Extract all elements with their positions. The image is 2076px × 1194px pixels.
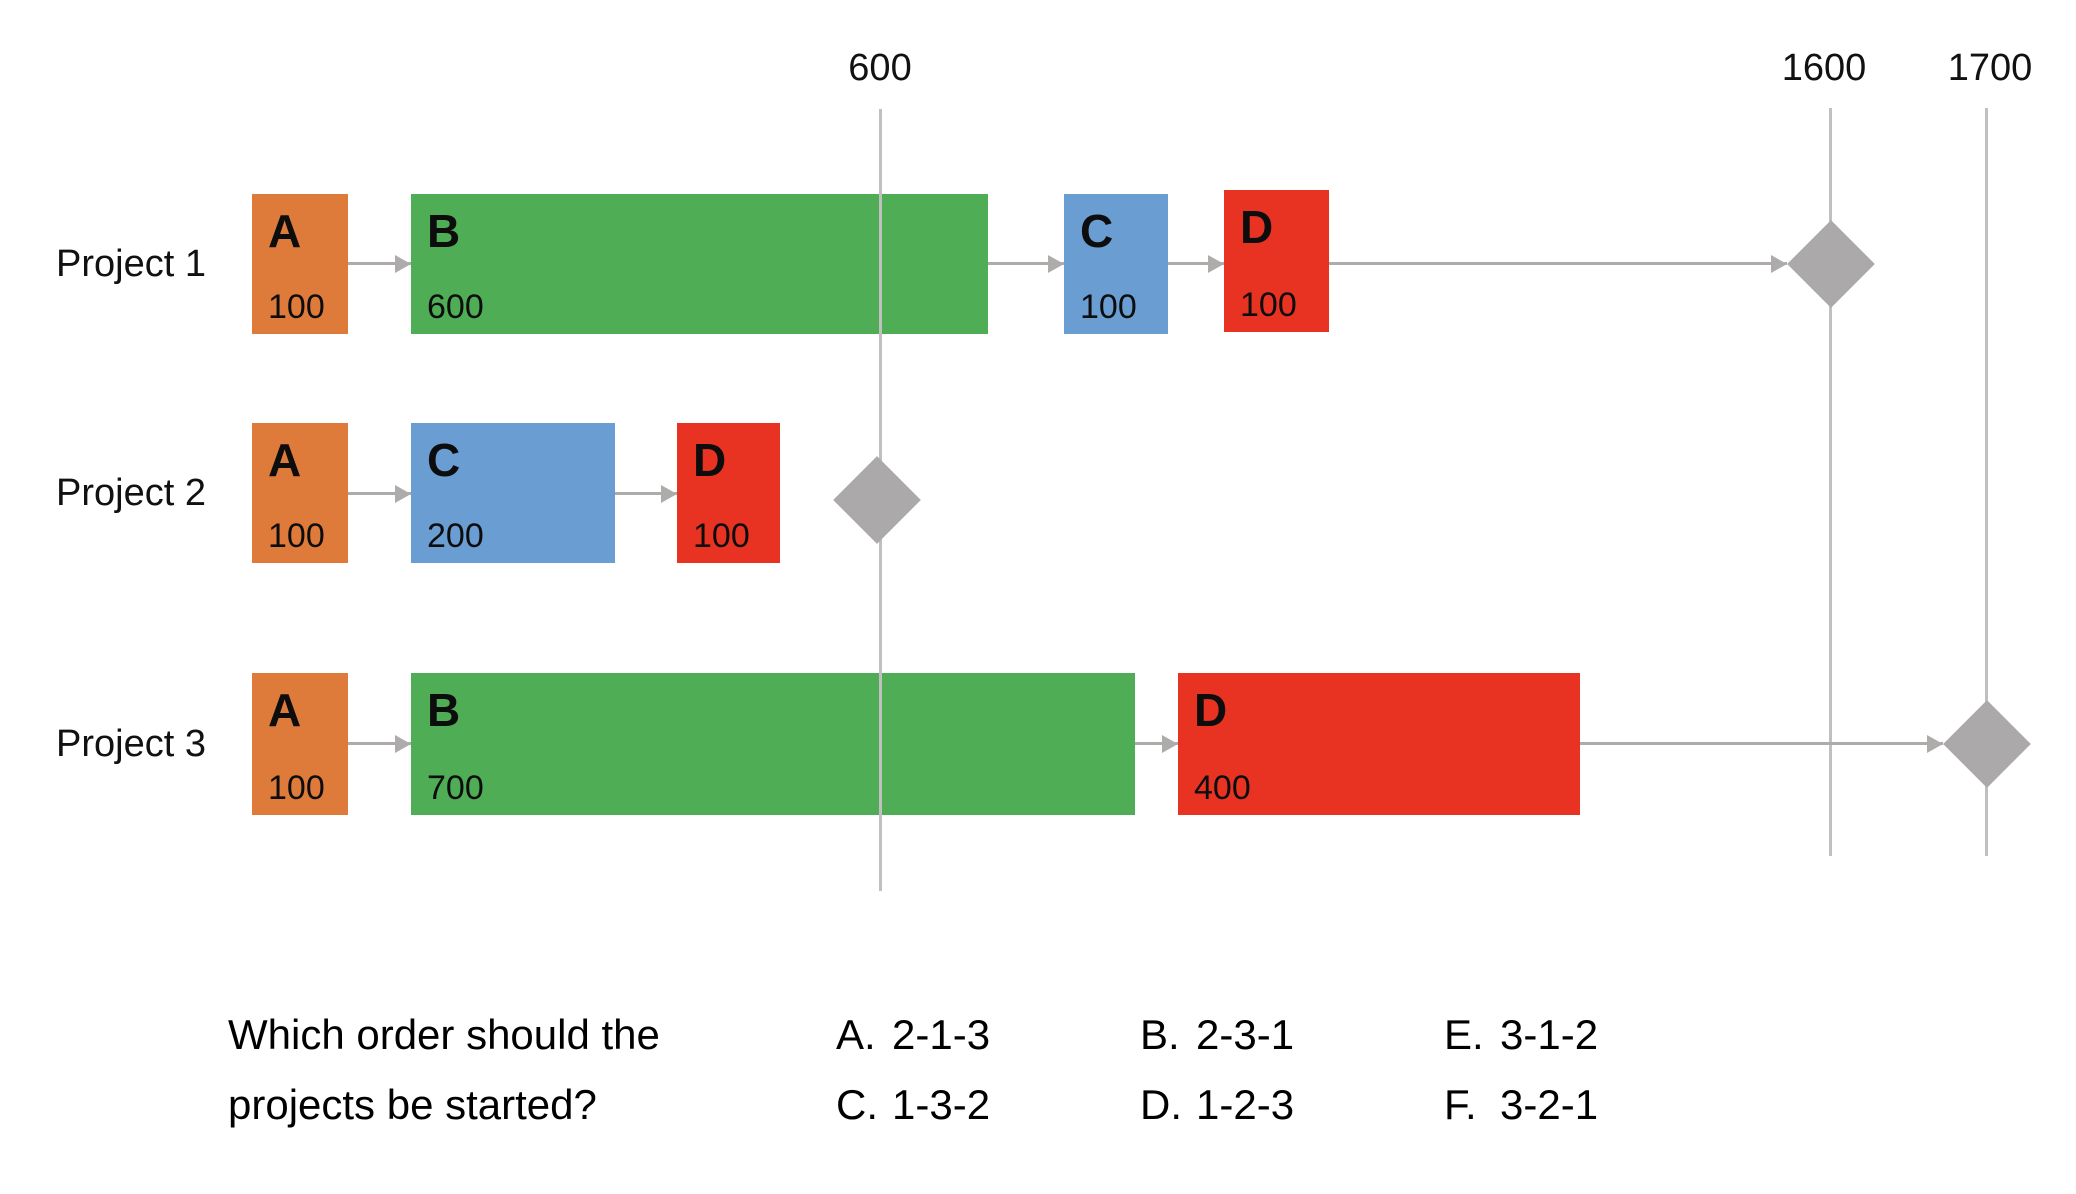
milestone-diamond-project-2 (833, 456, 921, 544)
question-text: Which order should the projects be start… (228, 1000, 660, 1140)
task-duration: 600 (427, 288, 484, 326)
arrow-p1-c-d (1168, 254, 1224, 273)
task-duration: 100 (268, 517, 325, 555)
task-letter: A (268, 205, 302, 257)
arrow-p1-b-c (988, 254, 1064, 273)
task-letter: C (427, 434, 461, 486)
answer-value: 1-2-3 (1196, 1081, 1295, 1128)
task-block-p3-b: B 700 (411, 673, 1135, 815)
answer-option-c: C. 1-3-2 (836, 1070, 990, 1140)
question-line-1: Which order should the (228, 1011, 660, 1058)
answer-letter: F. (1444, 1081, 1477, 1128)
answer-option-b: B. 2-3-1 (1140, 1000, 1294, 1070)
task-letter: D (1194, 684, 1228, 736)
arrow-p3-b-d (1135, 734, 1178, 753)
task-block-p2-c: C 200 (411, 423, 615, 563)
answer-letter: A. (836, 1011, 876, 1058)
answer-letter: B. (1140, 1011, 1180, 1058)
arrow-p1-d-milestone (1329, 254, 1787, 273)
answer-option-f: F. 3-2-1 (1444, 1070, 1598, 1140)
task-duration: 200 (427, 517, 484, 555)
answer-value: 1-3-2 (892, 1081, 991, 1128)
project-2-label: Project 2 (56, 472, 206, 514)
task-block-p1-d: D 100 (1224, 190, 1329, 332)
task-letter: B (427, 205, 461, 257)
answer-value: 3-2-1 (1500, 1081, 1599, 1128)
task-duration: 100 (268, 288, 325, 326)
task-letter: D (1240, 201, 1274, 253)
timeline-label-600: 600 (848, 47, 912, 89)
task-letter: A (268, 434, 302, 486)
arrow-p2-c-d (615, 484, 677, 503)
answer-column-3: E. 3-1-2 F. 3-2-1 (1444, 1000, 1598, 1140)
task-letter: D (693, 434, 727, 486)
task-letter: B (427, 684, 461, 736)
arrow-p2-a-c (348, 484, 411, 503)
task-block-p1-a: A 100 (252, 194, 348, 334)
question-line-2: projects be started? (228, 1081, 597, 1128)
timeline-label-1700: 1700 (1947, 47, 2033, 89)
answer-option-d: D. 1-2-3 (1140, 1070, 1294, 1140)
milestone-diamond-project-1 (1787, 220, 1875, 308)
answer-column-2: B. 2-3-1 D. 1-2-3 (1140, 1000, 1294, 1140)
answer-value: 2-3-1 (1196, 1011, 1295, 1058)
project-3-label: Project 3 (56, 723, 206, 765)
task-duration: 100 (1240, 286, 1297, 324)
arrow-p3-d-milestone (1580, 734, 1943, 753)
answer-column-1: A. 2-1-3 C. 1-3-2 (836, 1000, 990, 1140)
task-block-p1-c: C 100 (1064, 194, 1168, 334)
timeline-label-1600: 1600 (1781, 47, 1867, 89)
timeline-line-1700 (1985, 108, 1988, 856)
answer-option-e: E. 3-1-2 (1444, 1000, 1598, 1070)
task-duration: 700 (427, 769, 484, 807)
answer-letter: E. (1444, 1011, 1484, 1058)
task-block-p3-a: A 100 (252, 673, 348, 815)
task-block-p1-b: B 600 (411, 194, 988, 334)
project-1-label: Project 1 (56, 243, 206, 285)
milestone-diamond-project-3 (1943, 700, 2031, 788)
answer-value: 3-1-2 (1500, 1011, 1599, 1058)
task-duration: 100 (693, 517, 750, 555)
answer-letter: D. (1140, 1081, 1182, 1128)
task-block-p2-d: D 100 (677, 423, 780, 563)
timeline-line-1600 (1829, 108, 1832, 856)
answer-value: 2-1-3 (892, 1011, 991, 1058)
arrow-p3-a-b (348, 734, 411, 753)
task-block-p3-d: D 400 (1178, 673, 1580, 815)
task-duration: 100 (1080, 288, 1137, 326)
task-duration: 400 (1194, 769, 1251, 807)
arrow-p1-a-b (348, 254, 411, 273)
task-letter: C (1080, 205, 1114, 257)
task-duration: 100 (268, 769, 325, 807)
answer-letter: C. (836, 1081, 878, 1128)
task-block-p2-a: A 100 (252, 423, 348, 563)
task-letter: A (268, 684, 302, 736)
answer-option-a: A. 2-1-3 (836, 1000, 990, 1070)
